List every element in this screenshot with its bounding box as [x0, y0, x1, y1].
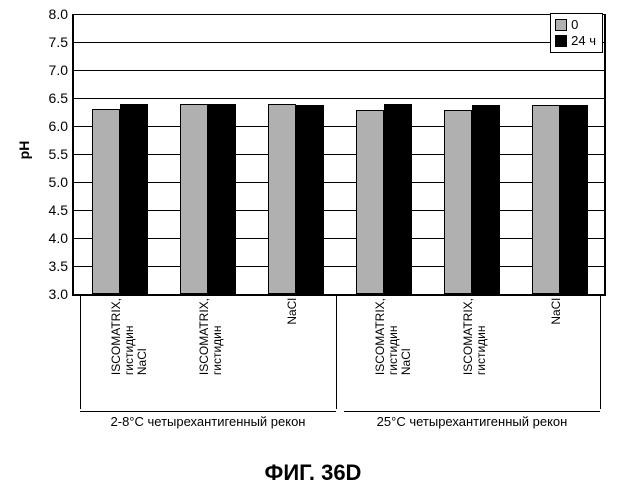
legend-item: 0 — [555, 17, 596, 33]
legend-label: 24 ч — [571, 33, 596, 49]
legend: 0 24 ч — [550, 13, 603, 53]
bar — [120, 104, 148, 294]
group-label: 25°C четырехантигенный рекон — [377, 414, 568, 429]
ph-bar-chart: pH 3.03.54.04.55.05.56.06.57.07.58.0 0 2… — [0, 0, 626, 500]
bar — [472, 105, 500, 294]
group-separator — [80, 294, 81, 409]
group-baseline — [344, 411, 600, 412]
legend-item: 24 ч — [555, 33, 596, 49]
group-label: 2-8°C четырехантигенный рекон — [111, 414, 306, 429]
bar — [180, 104, 208, 294]
x-category-label: NaCl — [550, 298, 563, 325]
y-tick-label: 4.5 — [49, 202, 68, 218]
bar — [92, 109, 120, 294]
y-axis-label: pH — [16, 141, 32, 160]
y-tick-label: 4.0 — [49, 230, 68, 246]
group-separator — [336, 294, 337, 409]
group-separator — [600, 294, 601, 409]
x-category-label: NaCl — [286, 298, 299, 325]
bar — [560, 105, 588, 294]
legend-swatch-1 — [555, 35, 567, 47]
legend-label: 0 — [571, 17, 578, 33]
bar — [532, 105, 560, 294]
y-tick-label: 6.5 — [49, 90, 68, 106]
bar — [208, 104, 236, 294]
bar — [444, 110, 472, 294]
figure-caption: ФИГ. 36D — [265, 460, 362, 486]
y-tick-label: 5.0 — [49, 174, 68, 190]
y-tick-label: 7.0 — [49, 62, 68, 78]
bar — [356, 110, 384, 294]
gridline — [74, 294, 604, 295]
bar — [384, 104, 412, 294]
x-category-label: ISCOMATRIX, гистидин — [198, 298, 224, 375]
bar — [268, 104, 296, 294]
plot-area: 3.03.54.04.55.05.56.06.57.07.58.0 0 24 ч… — [72, 14, 606, 296]
legend-swatch-0 — [555, 19, 567, 31]
y-tick-label: 3.0 — [49, 286, 68, 302]
y-tick-label: 3.5 — [49, 258, 68, 274]
y-tick-label: 5.5 — [49, 146, 68, 162]
y-tick-label: 7.5 — [49, 34, 68, 50]
group-baseline — [80, 411, 336, 412]
x-category-label: ISCOMATRIX, гистидин — [462, 298, 488, 375]
bar — [296, 105, 324, 294]
y-tick-label: 8.0 — [49, 6, 68, 22]
bars-layer — [74, 14, 604, 294]
x-category-label: ISCOMATRIX, гистидин NaCl — [374, 298, 413, 375]
x-category-label: ISCOMATRIX, гистидин NaCl — [110, 298, 149, 375]
y-tick-label: 6.0 — [49, 118, 68, 134]
